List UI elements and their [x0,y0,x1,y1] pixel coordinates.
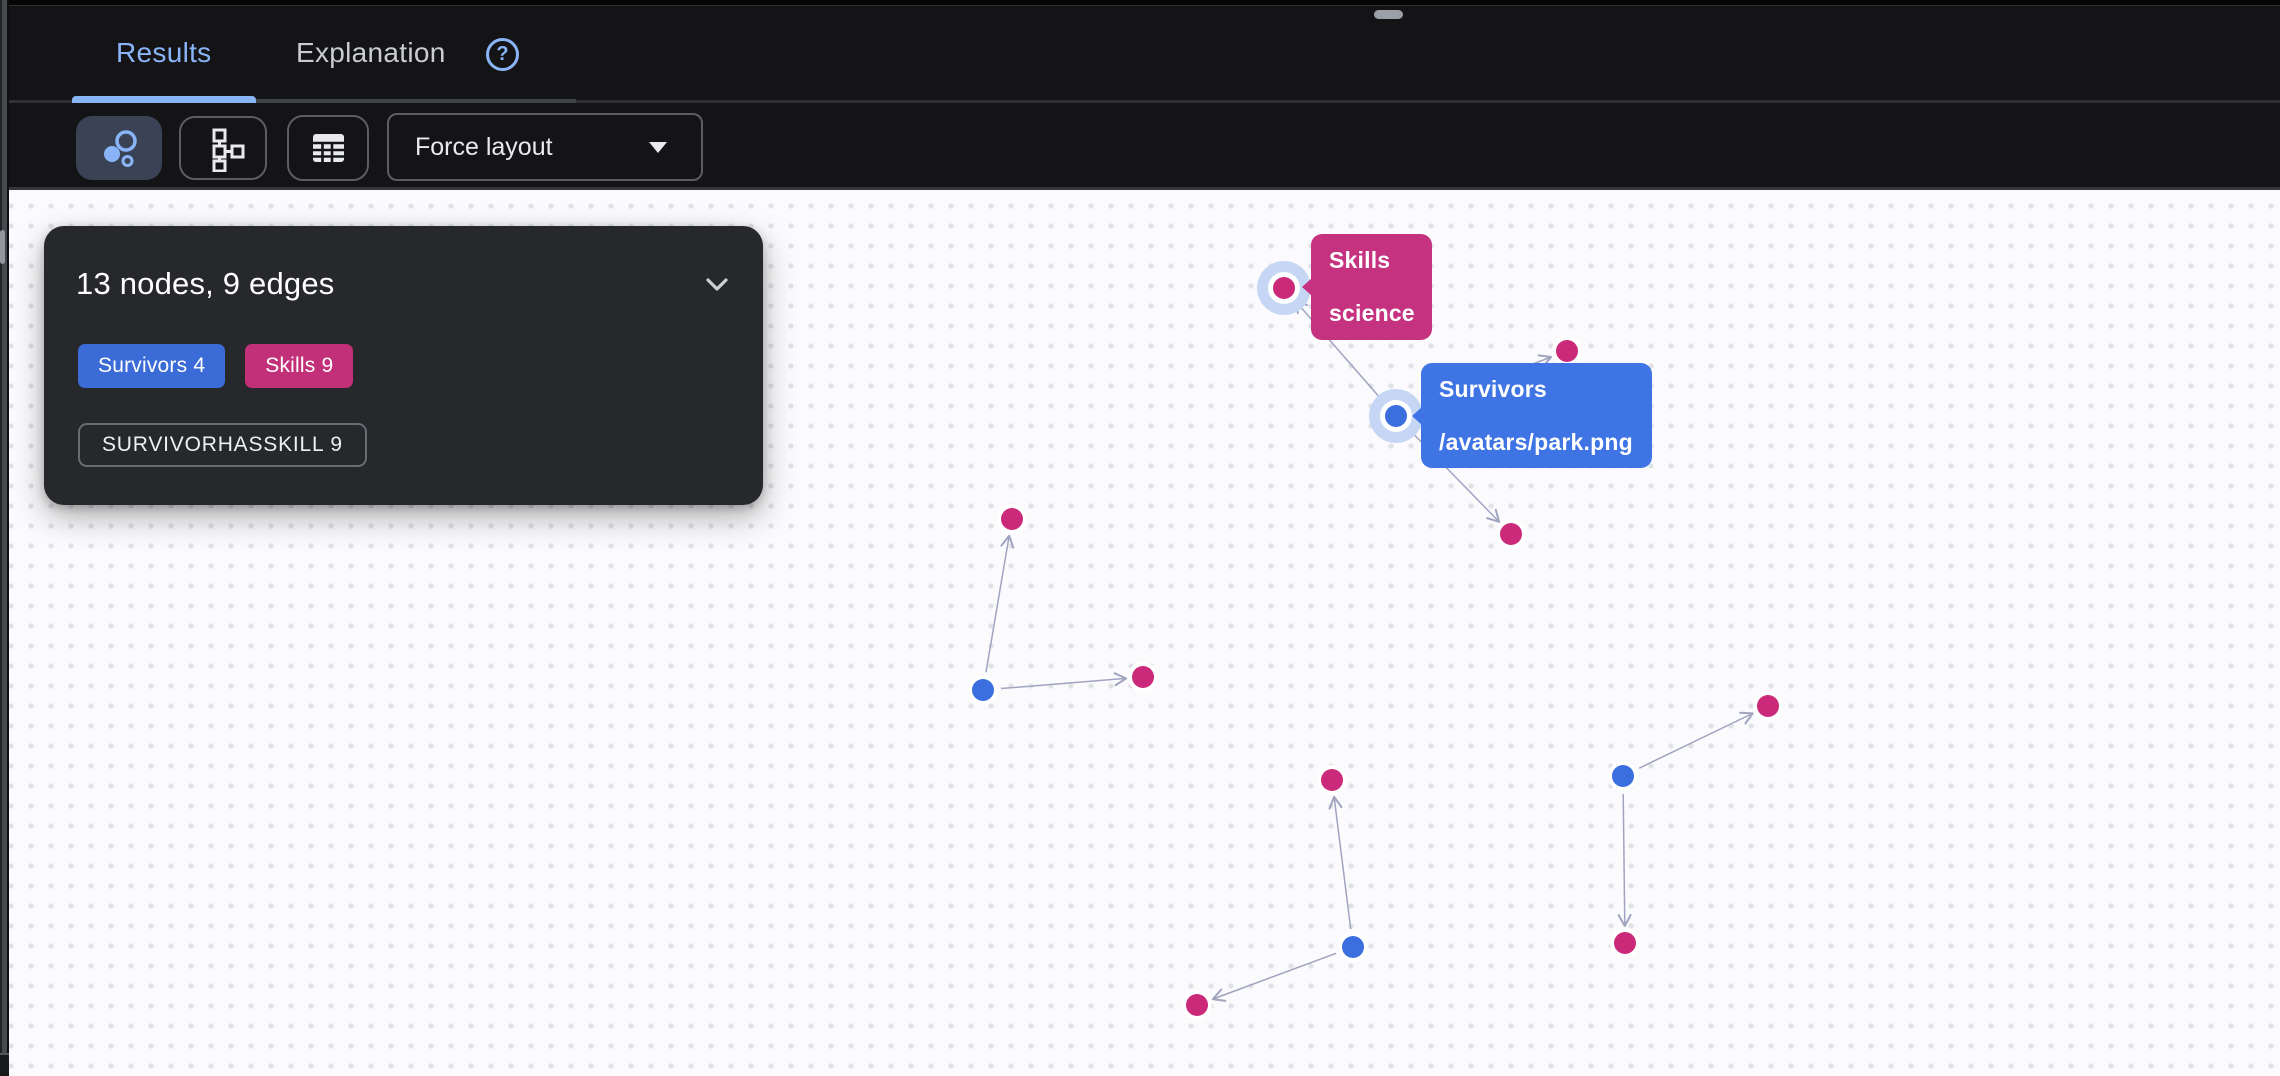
node-skill[interactable] [1001,508,1023,530]
graph-edge[interactable] [1214,952,1337,1000]
tab-explanation[interactable]: Explanation [296,37,446,68]
graph-edge-arrow-icon [1000,534,1015,549]
graph-edge[interactable] [1000,677,1125,690]
graph-edge-arrow-icon [1328,795,1343,810]
badge-skills[interactable]: Skills 9 [245,344,354,388]
node-skill[interactable] [1500,523,1522,545]
node-skill[interactable] [1132,666,1154,688]
help-icon[interactable]: ? [486,38,519,71]
window-top-strip [0,0,2280,6]
layout-select-value: Force layout [415,132,553,161]
graph-edge-arrow-icon [1486,508,1501,523]
node-survivor[interactable] [972,679,994,701]
node-skill[interactable] [1273,277,1295,299]
window-drag-handle-icon[interactable] [1374,10,1403,19]
graph-edge[interactable] [1638,713,1752,769]
graph-edge[interactable] [1408,428,1499,521]
node-skill[interactable] [1757,695,1779,717]
tab-results[interactable]: Results [116,37,212,68]
graph-edge[interactable] [1622,793,1626,925]
graph-view-button[interactable] [76,116,162,180]
node-label-badges: Survivors 4 Skills 9 [78,344,354,388]
graph-summary-title: 13 nodes, 9 edges [76,266,335,301]
graph-edge[interactable] [1412,357,1550,411]
node-survivor[interactable] [1385,405,1407,427]
node-skill[interactable] [1556,340,1578,362]
relationship-type-pill[interactable]: SURVIVORHASSKILL 9 [78,423,367,467]
badge-survivors[interactable]: Survivors 4 [78,344,226,388]
tabstrip-underline [239,99,576,103]
graph-edge-arrow-icon [1739,711,1754,725]
node-skill[interactable] [1321,769,1343,791]
node-survivor[interactable] [1342,936,1364,958]
chevron-down-icon[interactable] [706,277,728,292]
hierarchy-view-button[interactable] [179,116,267,180]
top-chrome: Results Explanation ? [0,0,2280,190]
graph-view-icon [104,130,137,167]
node-survivor[interactable] [1612,765,1634,787]
tabbar-divider [0,100,2280,103]
graph-edge[interactable] [1333,798,1352,930]
graph-edge[interactable] [985,537,1010,673]
graph-edge-arrow-icon [1617,913,1632,928]
graph-edge-arrow-icon [1113,672,1128,687]
layout-select[interactable]: Force layout [387,113,703,181]
caret-down-icon [649,141,667,153]
window-left-edge-bottom [0,1053,9,1076]
graph-edge[interactable] [1295,301,1385,403]
hierarchy-view-icon [212,128,245,172]
node-skill[interactable] [1614,932,1636,954]
graph-edge-arrow-icon [1211,988,1227,1002]
window-left-edge [0,0,9,1076]
table-view-icon [313,134,344,162]
graph-summary-panel[interactable]: 13 nodes, 9 edges Survivors 4 Skills 9 S… [44,226,763,505]
edge-handle-icon[interactable] [0,230,5,264]
table-view-button[interactable] [287,115,369,181]
node-skill[interactable] [1186,994,1208,1016]
active-tab-underline [72,96,256,103]
toolbar-divider [0,187,2280,190]
